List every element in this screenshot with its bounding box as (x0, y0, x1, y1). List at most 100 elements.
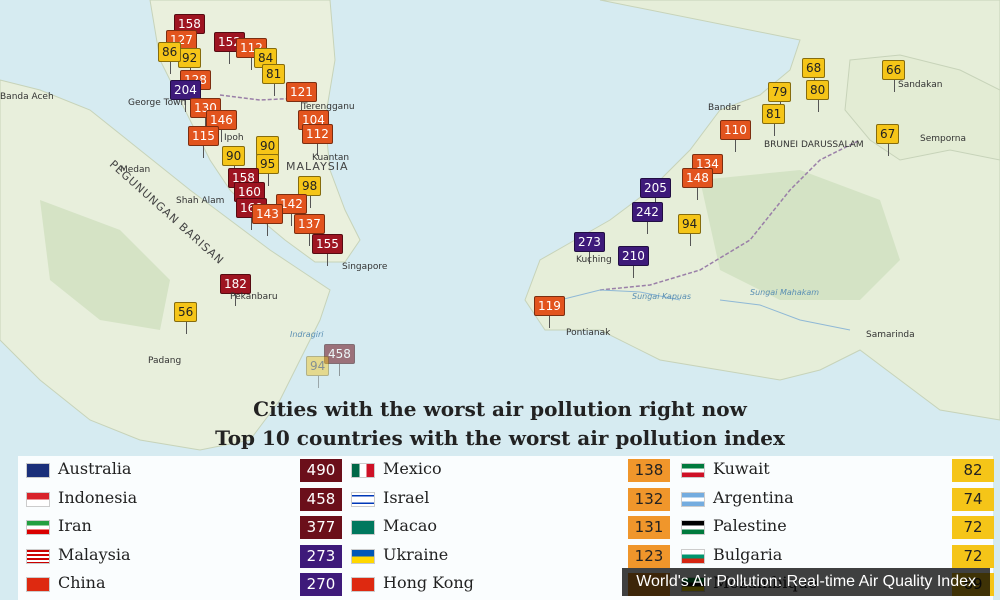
countries-title: Top 10 countries with the worst air poll… (215, 426, 785, 450)
aqi-station-marker[interactable]: 155 (312, 234, 343, 266)
china-flag (26, 577, 50, 593)
cities-title: Cities with the worst air pollution righ… (253, 397, 747, 421)
country-row[interactable]: Kuwait 82 (673, 456, 994, 485)
river-kapuas (559, 289, 681, 301)
aqi-station-marker[interactable]: 182 (220, 274, 251, 306)
country-aqi-badge: 458 (300, 487, 342, 511)
aqi-station-marker[interactable]: 94 (306, 356, 330, 388)
country-row[interactable]: Macao 131 (343, 513, 670, 542)
map-place-label: Sandakan (898, 80, 943, 90)
aqi-station-marker[interactable]: 95 (256, 154, 280, 186)
country-name: Australia (58, 459, 132, 478)
country-aqi-badge: 82 (952, 459, 994, 482)
map-place-label: Indragiri (290, 330, 324, 339)
aqi-station-marker[interactable]: 205 (640, 178, 671, 210)
aqi-station-marker[interactable]: 204 (170, 80, 201, 112)
country-row[interactable]: Mexico 138 (343, 456, 670, 485)
country-row[interactable]: Indonesia 458 (18, 485, 343, 514)
argentina-flag (681, 491, 705, 507)
map-place-label: BRUNEI DARUSSALAM (764, 140, 864, 150)
country-name: Israel (383, 487, 430, 507)
map-place-label: Ipoh (224, 133, 244, 143)
country-row[interactable]: Malaysia 273 (18, 542, 343, 571)
map-place-label: Samarinda (866, 330, 915, 340)
country-row[interactable]: Iran 377 (18, 513, 343, 542)
country-row[interactable]: Palestine 72 (673, 513, 994, 542)
aqi-station-marker[interactable]: 92 (178, 48, 202, 80)
country-aqi-badge: 123 (628, 544, 670, 568)
country-name: Malaysia (58, 544, 131, 564)
country-row[interactable]: Bulgaria 72 (673, 542, 994, 571)
aqi-station-marker[interactable]: 242 (632, 202, 663, 234)
aqi-station-marker[interactable]: 68 (802, 58, 826, 90)
malaysia-flag (26, 548, 50, 564)
country-row[interactable]: Israel 132 (343, 485, 670, 514)
macao-flag (351, 520, 375, 536)
aqi-station-marker[interactable]: 67 (876, 124, 900, 156)
aqi-station-marker[interactable]: 148 (682, 168, 713, 200)
country-name: Macao (383, 516, 438, 536)
map-place-label: Medan (120, 165, 151, 175)
aqi-station-marker[interactable]: 56 (174, 302, 198, 334)
aqi-station-marker[interactable]: 210 (618, 246, 649, 278)
map-place-label: Kuching (576, 255, 612, 265)
country-row[interactable]: Argentina 74 (673, 485, 994, 514)
aqi-station-marker[interactable]: 81 (762, 104, 786, 136)
aqi-station-marker[interactable]: 112 (302, 124, 333, 156)
aqi-station-marker[interactable]: 86 (158, 42, 182, 74)
aqi-station-marker[interactable]: 90 (256, 136, 280, 168)
aqi-station-marker[interactable]: 143 (252, 204, 283, 236)
map-place-label: Sungai Kapuas (632, 292, 692, 301)
aqi-station-marker[interactable]: 137 (294, 214, 325, 246)
country-name: Kuwait (713, 459, 770, 478)
country-aqi-badge: 270 (300, 573, 342, 597)
palestine-flag (681, 520, 705, 536)
map-place-label: Padang (148, 356, 182, 366)
country-aqi-badge: 131 (628, 516, 670, 540)
ranking-column: Australia 490 Indonesia 458 Iran 377 Malaysia 2… (18, 456, 343, 599)
country-aqi-badge: 72 (952, 516, 994, 540)
aqi-station-marker[interactable]: 142 (276, 194, 307, 226)
map-place-label: MALAYSIA (286, 160, 349, 173)
aqi-station-marker[interactable]: 110 (720, 120, 751, 152)
sumatra-landmass (0, 79, 331, 451)
mexico-flag (351, 463, 375, 478)
aqi-station-marker[interactable]: 98 (298, 176, 322, 208)
country-name: Palestine (713, 516, 787, 536)
aqi-station-marker[interactable]: 79 (768, 82, 792, 114)
country-name: Mexico (383, 459, 442, 478)
aqi-station-marker[interactable]: 66 (882, 60, 906, 92)
ranking-column: Mexico 138 Israel 132 Macao 131 Ukraine 123 Hong… (343, 456, 670, 599)
country-aqi-badge: 74 (952, 487, 994, 511)
country-row[interactable]: Ukraine 123 (343, 542, 670, 571)
aqi-station-marker[interactable]: 90 (222, 146, 246, 178)
map-place-label: Semporna (920, 134, 966, 144)
country-name: Bulgaria (713, 544, 783, 564)
aqi-station-marker[interactable]: 81 (262, 64, 286, 96)
country-row[interactable]: Australia 490 (18, 456, 343, 485)
australia-flag (26, 463, 50, 478)
map-place-label: George Town (128, 98, 187, 108)
country-aqi-badge: 132 (628, 487, 670, 511)
country-row[interactable]: Hong Kong (343, 570, 670, 599)
aqi-station-marker[interactable]: 80 (806, 80, 830, 112)
kuwait-flag (681, 463, 705, 478)
titles: Cities with the worst air pollution righ… (0, 395, 1000, 453)
map-place-label: Pontianak (566, 328, 611, 338)
aqi-station-marker[interactable]: 115 (188, 126, 219, 158)
ukraine-flag (351, 548, 375, 564)
aqi-station-marker[interactable]: 119 (534, 296, 565, 328)
country-name: Ukraine (383, 544, 449, 564)
map-place-label: Kuantan (312, 153, 350, 163)
aqi-station-marker[interactable]: 458 (324, 344, 355, 376)
aqi-station-marker[interactable]: 121 (286, 82, 317, 114)
country-row[interactable]: China 270 (18, 570, 343, 599)
aqi-station-marker[interactable]: 273 (574, 232, 605, 264)
malay-peninsula-landmass (149, 0, 361, 263)
country-name: Argentina (713, 487, 794, 507)
aqi-station-marker[interactable]: 146 (206, 110, 237, 142)
map-place-label: Singapore (342, 262, 388, 272)
map-place-label: Bandar (708, 103, 741, 113)
aqi-station-marker[interactable]: 94 (678, 214, 702, 246)
